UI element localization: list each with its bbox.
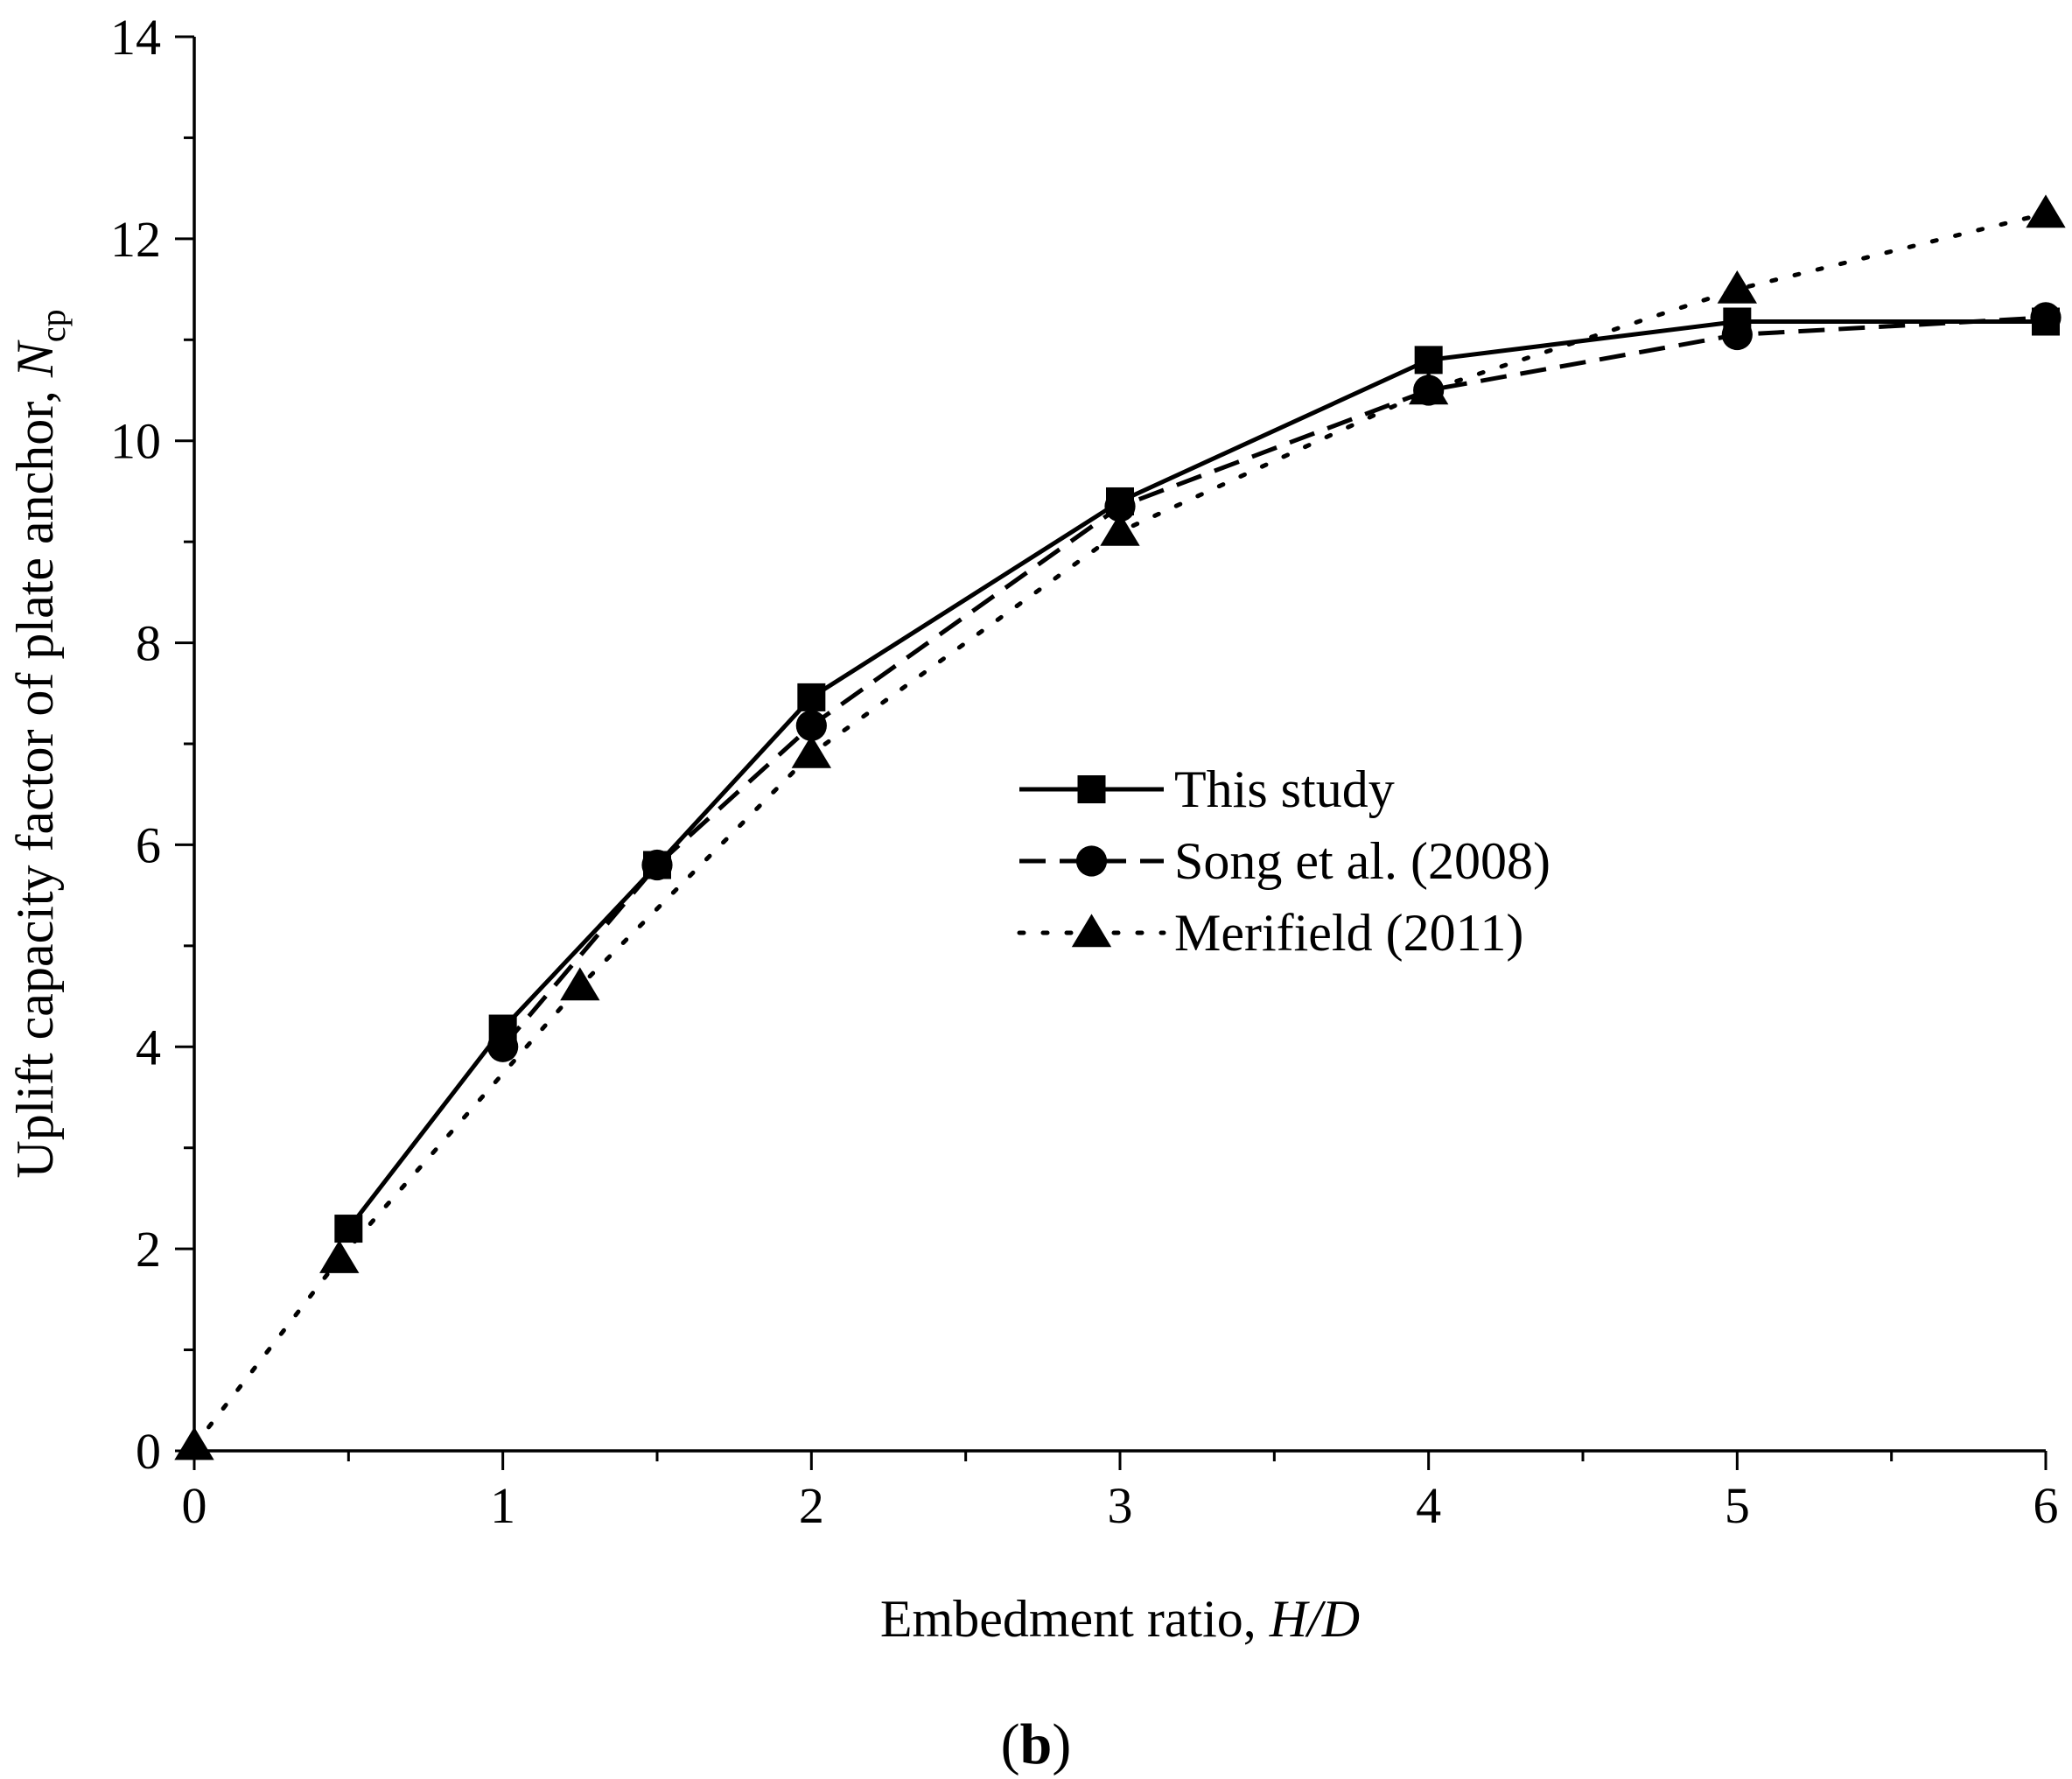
x-tick-label: 3 bbox=[1108, 1477, 1133, 1534]
x-tick-label: 4 bbox=[1416, 1477, 1441, 1534]
x-tick-label: 2 bbox=[799, 1477, 824, 1534]
legend-item: Merifield (2011) bbox=[1017, 904, 1523, 962]
data-point bbox=[319, 1240, 360, 1273]
legend-label: Merifield (2011) bbox=[1174, 904, 1523, 962]
x-tick-label: 6 bbox=[2034, 1477, 2059, 1534]
data-point bbox=[641, 849, 673, 881]
x-tick-label: 1 bbox=[490, 1477, 515, 1534]
y-tick-label: 6 bbox=[136, 816, 161, 873]
y-tick-label: 10 bbox=[110, 413, 161, 470]
y-tick-label: 0 bbox=[136, 1423, 161, 1480]
data-point bbox=[1414, 346, 1443, 375]
series-layer bbox=[174, 194, 2066, 1460]
x-tick-label: 5 bbox=[1725, 1477, 1750, 1534]
data-point bbox=[791, 734, 832, 768]
data-point bbox=[1721, 319, 1753, 351]
x-tick-label: 0 bbox=[182, 1477, 207, 1534]
y-tick-label: 14 bbox=[110, 9, 161, 66]
data-point bbox=[1408, 371, 1449, 405]
data-point bbox=[560, 967, 600, 1001]
data-point bbox=[1100, 513, 1140, 546]
y-tick-label: 2 bbox=[136, 1221, 161, 1278]
legend-label: This study bbox=[1174, 760, 1395, 818]
data-point bbox=[795, 710, 827, 741]
triangle-marker bbox=[1071, 914, 1112, 948]
data-point bbox=[1717, 270, 1758, 304]
panel-label: (b) bbox=[1001, 1712, 1072, 1776]
series-line bbox=[192, 211, 2048, 1448]
data-point bbox=[487, 1031, 519, 1062]
legend-item: This study bbox=[1019, 760, 1395, 818]
data-point bbox=[174, 1426, 214, 1460]
circle-marker bbox=[1075, 845, 1108, 877]
y-axis-label: Uplift capacity factor of plate anchor, … bbox=[6, 309, 73, 1178]
legend-item: Song et al. (2008) bbox=[1019, 832, 1550, 890]
axes bbox=[192, 37, 2046, 1453]
square-marker bbox=[1077, 775, 1106, 803]
series-3 bbox=[174, 194, 2066, 1460]
x-axis-label: Embedment ratio, H/D bbox=[880, 1590, 1360, 1648]
legend: This study Song et al. (2008) Merifield (2… bbox=[1017, 760, 1550, 962]
data-point bbox=[797, 683, 826, 711]
legend-label: Song et al. (2008) bbox=[1174, 832, 1550, 890]
y-tick-label: 12 bbox=[110, 211, 161, 268]
data-point bbox=[1104, 491, 1136, 522]
data-point bbox=[2030, 302, 2062, 333]
series-line bbox=[346, 319, 2046, 1230]
y-tick-label: 4 bbox=[136, 1019, 161, 1075]
y-tick-label: 8 bbox=[136, 615, 161, 672]
series-2 bbox=[487, 302, 2062, 1062]
data-point bbox=[2026, 194, 2066, 228]
